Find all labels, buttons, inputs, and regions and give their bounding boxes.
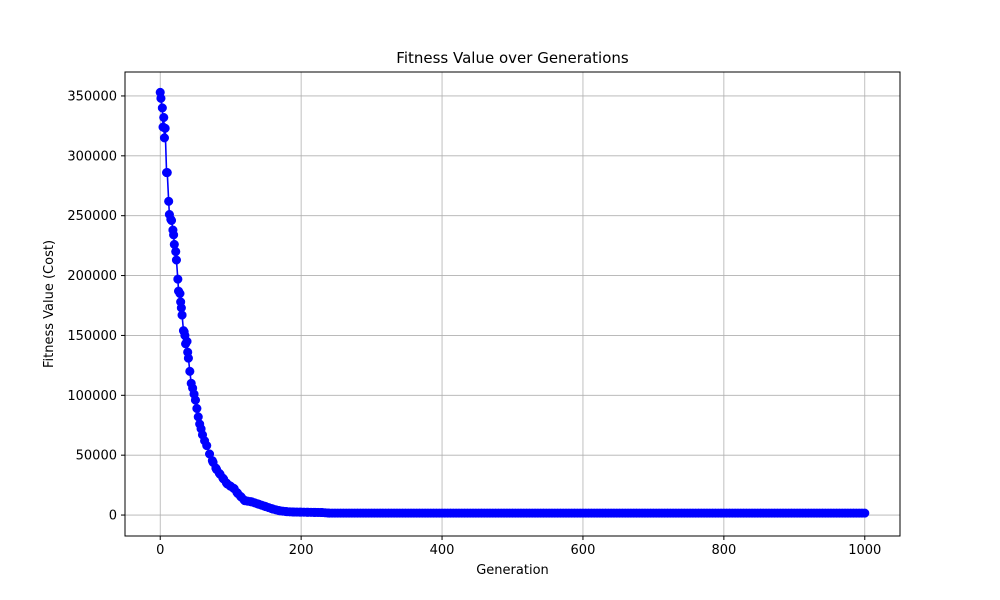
y-tick-label: 200000: [67, 269, 117, 284]
x-tick-label: 1000: [848, 543, 881, 558]
chart-title: Fitness Value over Generations: [396, 49, 629, 67]
data-point: [192, 403, 202, 414]
data-point: [164, 196, 174, 206]
y-tick-label: 50000: [76, 449, 117, 464]
data-point: [177, 310, 187, 320]
x-tick-label: 0: [156, 543, 164, 558]
y-tick-label: 300000: [67, 149, 117, 164]
data-point: [190, 395, 200, 405]
data-point: [171, 247, 181, 257]
data-point: [156, 93, 166, 103]
y-axis-title: Fitness Value (Cost): [42, 240, 57, 368]
ticks: 0 200 400 600 800 1000 0 50000 100000 150000 20000…: [67, 89, 881, 558]
data-point: [169, 230, 179, 240]
x-tick-label: 800: [711, 543, 736, 558]
y-tick-label: 250000: [67, 209, 117, 224]
data-point: [173, 274, 183, 284]
data-point: [157, 103, 167, 113]
data-point: [185, 366, 195, 376]
x-axis-title: Generation: [476, 563, 549, 578]
data-point: [159, 133, 169, 143]
data-point: [202, 441, 212, 451]
y-tick-label: 350000: [67, 89, 117, 104]
series-layer: [155, 87, 870, 518]
data-point: [160, 123, 170, 133]
data-point: [159, 112, 169, 123]
y-tick-label: 100000: [67, 389, 117, 404]
data-point: [183, 353, 193, 363]
data-point: [175, 288, 185, 299]
plot-frame: [124, 71, 901, 537]
data-point: [166, 215, 177, 226]
y-tick-label: 150000: [67, 329, 117, 344]
x-tick-label: 400: [430, 543, 455, 558]
y-tick-label: 0: [109, 509, 117, 524]
x-tick-label: 200: [289, 543, 314, 558]
x-tick-label: 600: [571, 543, 596, 558]
data-point: [171, 255, 181, 265]
data-point: [860, 508, 870, 518]
data-point: [182, 336, 192, 346]
grid: [125, 72, 900, 536]
data-point: [162, 168, 172, 178]
